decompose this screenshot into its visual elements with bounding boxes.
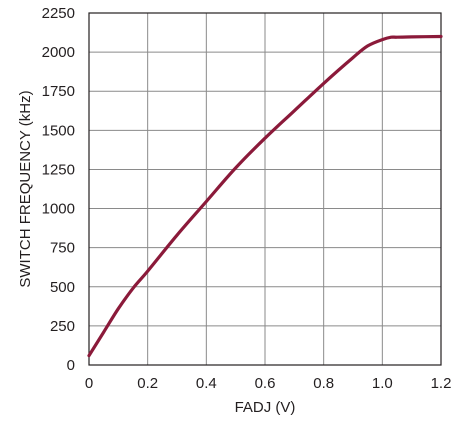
y-tick-label: 1750 (42, 83, 75, 100)
y-tick-label: 250 (50, 318, 75, 335)
x-tick-label: 0.2 (137, 375, 158, 392)
x-tick-label: 1.0 (372, 375, 393, 392)
y-tick-label: 500 (50, 279, 75, 296)
y-axis-title: SWITCH FREQUENCY (kHz) (17, 90, 34, 287)
x-axis-title: FADJ (V) (235, 399, 296, 416)
y-tick-label: 1500 (42, 122, 75, 139)
y-tick-label: 2250 (42, 5, 75, 22)
y-tick-label: 750 (50, 240, 75, 257)
x-tick-label: 1.2 (431, 375, 452, 392)
x-tick-label: 0.4 (196, 375, 217, 392)
y-tick-label: 0 (67, 357, 75, 374)
y-tick-label: 2000 (42, 44, 75, 61)
y-tick-labels: 0 250 500 750 1000 1250 1500 1750 2000 2250 (42, 5, 75, 374)
series-layer (87, 34, 443, 358)
x-tick-label: 0.8 (313, 375, 334, 392)
frequency-curve (87, 34, 443, 358)
y-tick-label: 1250 (42, 161, 75, 178)
plot-frame (88, 12, 442, 366)
y-tick-label: 1000 (42, 201, 75, 218)
x-tick-labels: 0 0.2 0.4 0.6 0.8 1.0 1.2 (85, 375, 452, 392)
x-tick-label: 0 (85, 375, 93, 392)
x-tick-label: 0.6 (255, 375, 276, 392)
grid-lines (89, 13, 441, 365)
